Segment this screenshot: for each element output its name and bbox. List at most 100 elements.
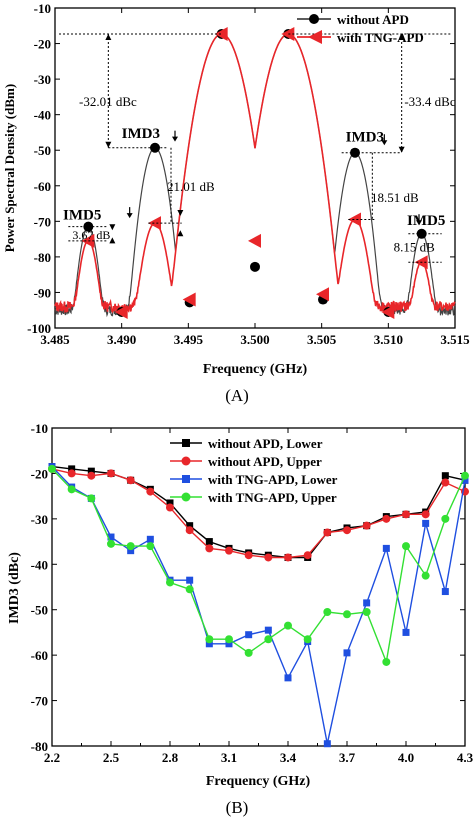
series-2 xyxy=(48,463,469,748)
data-point xyxy=(126,542,135,551)
data-point xyxy=(107,533,115,541)
x-tick-label-a: 3.485 xyxy=(40,332,70,347)
data-point xyxy=(382,514,391,523)
series-1 xyxy=(48,464,469,562)
data-point xyxy=(87,494,96,503)
y-tick-label-a: -20 xyxy=(34,37,51,52)
data-point xyxy=(245,631,253,639)
y-tick-label-a: -90 xyxy=(34,285,51,300)
legend-label-with-tng-apd: with TNG-APD xyxy=(337,30,424,45)
series-line xyxy=(51,468,466,559)
marker-with-tng-apd xyxy=(81,233,95,248)
y-tick-label-b: -20 xyxy=(31,466,48,481)
annotation-imd5-right: IMD5 xyxy=(407,213,445,229)
data-point xyxy=(461,476,469,484)
data-point xyxy=(146,535,154,543)
y-tick-label-a: -40 xyxy=(34,108,51,123)
legend-marker-with-tng-apd xyxy=(308,30,322,44)
legend-label-without-apd: without APD xyxy=(337,12,409,27)
annotation-gain-imd5-left: 3.67 dB xyxy=(72,228,110,242)
marker-with-tng-apd xyxy=(248,233,261,248)
y-tick-label-a: -60 xyxy=(34,179,51,194)
annotation-gain-imd5-right: 8.15 dB xyxy=(394,240,436,255)
series-3 xyxy=(48,464,469,666)
x-tick-label-a: 3.505 xyxy=(307,332,337,347)
x-tick-label-b: 3.1 xyxy=(221,750,237,765)
x-tick-label-a: 3.500 xyxy=(240,332,269,347)
marker-with-tng-apd xyxy=(182,292,196,307)
x-tick-label-b: 2.2 xyxy=(44,750,60,765)
data-point xyxy=(186,522,194,530)
y-tick-label-b: -30 xyxy=(31,512,48,527)
data-point xyxy=(68,465,76,473)
annotation-imd3-right: IMD3 xyxy=(346,129,384,145)
annotation-imd3-left: IMD3 xyxy=(122,126,160,142)
data-point xyxy=(205,544,214,553)
x-tick-label-b: 4.3 xyxy=(457,750,474,765)
data-point xyxy=(166,499,174,507)
y-tick-label-a: -10 xyxy=(34,1,51,16)
y-tick-label-b: -60 xyxy=(31,648,48,663)
marker-with-tng-apd xyxy=(381,305,395,319)
data-point xyxy=(402,510,410,519)
x-tick-label-b: 4.0 xyxy=(398,750,414,765)
y-tick-label-b: -50 xyxy=(31,603,48,618)
x-tick-label-b: 3.4 xyxy=(280,750,297,765)
data-point xyxy=(166,578,174,587)
data-point xyxy=(225,546,233,555)
data-point xyxy=(343,649,351,657)
data-point xyxy=(284,621,292,630)
marker-with-tng-apd xyxy=(214,26,228,41)
data-point xyxy=(284,553,292,562)
chart-a: 3.485 3.490 3.495 3.500 3.505 3.510 3.515 -10 -2… xyxy=(2,1,470,405)
data-point xyxy=(402,542,410,551)
data-point xyxy=(205,538,213,546)
data-point xyxy=(107,469,115,478)
x-tick-label-b: 3.7 xyxy=(339,750,356,765)
data-point xyxy=(323,528,332,537)
annotation-dbc-left: -32.01 dBc xyxy=(79,94,137,109)
marker-with-tng-apd xyxy=(148,216,161,231)
y-tick-label-a: -30 xyxy=(34,72,51,87)
annotation-gain-imd3-right: 18.51 dB xyxy=(371,190,419,205)
data-point xyxy=(127,547,135,555)
marker-with-tng-apd xyxy=(316,287,329,302)
x-axis-label-b: Frequency (GHz) xyxy=(206,774,311,789)
data-point xyxy=(323,740,331,748)
data-point xyxy=(264,553,273,562)
legend-a: without APD with TNG-APD xyxy=(297,12,424,45)
data-point xyxy=(441,472,449,480)
caption-b: (B) xyxy=(226,798,249,817)
legend-label: without APD, Upper xyxy=(208,454,322,469)
x-tick-label-a: 3.490 xyxy=(107,332,136,347)
data-point xyxy=(343,526,351,535)
data-point xyxy=(186,576,194,584)
data-point xyxy=(244,551,253,560)
legend-marker xyxy=(181,456,191,466)
annotation-dbc-right: -33.4 dBc xyxy=(404,94,456,109)
y-tick-label-b: -10 xyxy=(31,421,48,436)
annotations-a: -32.01 dBc -33.4 dBc IMD3 IMD3 21.01 dB 18.51… xyxy=(59,33,456,263)
marker-without-apd xyxy=(150,142,160,153)
data-point xyxy=(303,635,312,644)
legend-marker xyxy=(181,492,191,502)
x-tick-label-a: 3.495 xyxy=(174,332,204,347)
x-tick-label-a: 3.515 xyxy=(440,332,470,347)
legend-marker-without-apd xyxy=(309,14,319,24)
series-line xyxy=(51,468,466,665)
data-point xyxy=(146,487,155,496)
data-point xyxy=(303,551,312,560)
marker-with-tng-apd xyxy=(114,305,128,319)
marker-with-tng-apd xyxy=(348,212,361,227)
data-point xyxy=(382,657,391,666)
data-point xyxy=(362,607,371,616)
legend-marker xyxy=(182,475,190,483)
y-tick-label-a: -100 xyxy=(27,321,51,336)
data-point xyxy=(185,526,194,535)
y-axis-label-a: Power Spectral Density (dBm) xyxy=(2,84,17,252)
legend-label: with TNG-APD, Upper xyxy=(208,490,337,505)
data-point xyxy=(343,610,351,619)
legend-marker xyxy=(182,439,190,447)
annotation-gain-imd3-left: 21.01 dB xyxy=(167,179,215,194)
data-point xyxy=(461,471,469,480)
